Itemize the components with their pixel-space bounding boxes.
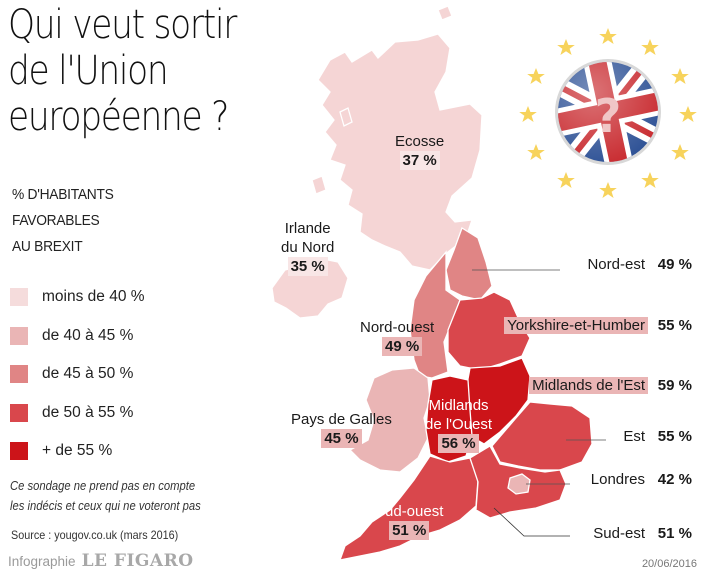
legend-item-50-55: de 50 à 55 %: [10, 394, 145, 433]
label-midlands-ouest: Midlands de l'Ouest 56 %: [425, 397, 493, 453]
label-ecosse: Ecosse 37 %: [395, 133, 445, 170]
union-jack-question-badge-icon: ?: [519, 28, 697, 198]
label-est: Est 55 %: [623, 428, 692, 445]
label-nord-est: Nord-est 49 %: [587, 256, 692, 273]
label-nord-ouest: Nord-ouest 49 %: [360, 319, 435, 356]
region-londres: [507, 473, 531, 495]
region-nord-est: [445, 227, 493, 301]
survey-note: Ce sondage ne prend pas en compte les in…: [10, 479, 201, 513]
label-midlands-est: Midlands de l'Est 59 %: [529, 377, 692, 394]
legend-item-45-50: de 45 à 50 %: [10, 355, 145, 394]
island-shape: [311, 175, 327, 195]
label-yorkshire: Yorkshire-et-Humber 55 %: [504, 317, 692, 334]
legend-item-lt40: moins de 40 %: [10, 278, 145, 317]
legend-swatch: [10, 403, 28, 422]
legend-title: % D'HABITANTS FAVORABLES AU BREXIT: [12, 186, 114, 255]
label-irlande-du-nord: Irlande du Nord 35 %: [281, 220, 335, 276]
legend-swatch: [10, 326, 28, 345]
region-pays-de-galles: [348, 367, 431, 473]
island-shape: [339, 107, 353, 127]
legend-swatch: [10, 365, 28, 384]
legend-label: moins de 40 %: [42, 288, 145, 306]
legend-item-40-45: de 40 à 45 %: [10, 317, 145, 356]
credit: Infographie LE FIGARO: [8, 551, 194, 571]
label-pays-de-galles: Pays de Galles 45 %: [291, 411, 392, 448]
question-mark-icon: ?: [595, 89, 622, 143]
legend-swatch: [10, 288, 28, 307]
legend: moins de 40 % de 40 à 45 % de 45 à 50 % …: [10, 278, 145, 471]
label-londres: Londres 42 %: [590, 471, 692, 488]
legend-label: de 40 à 45 %: [42, 326, 134, 344]
eu-stars-icon: [519, 28, 697, 198]
legend-item-gt55: + de 55 %: [10, 432, 145, 471]
le-figaro-logo: LE FIGARO: [81, 551, 194, 571]
legend-label: + de 55 %: [42, 442, 113, 460]
source-text: Source : yougov.co.uk (mars 2016): [11, 528, 179, 542]
label-sud-ouest: Sud-ouest 51 %: [375, 503, 444, 540]
page-title: Qui veut sortir de l'Union européenne ?: [8, 2, 237, 140]
region-est: [491, 401, 593, 471]
publish-date: 20/06/2016: [641, 558, 697, 570]
legend-label: de 50 à 55 %: [42, 403, 134, 421]
legend-swatch: [10, 442, 28, 461]
leader-line: [493, 507, 570, 537]
legend-label: de 45 à 50 %: [42, 365, 134, 383]
region-yorkshire: [447, 291, 531, 371]
island-shape: [437, 5, 453, 21]
credit-prefix: Infographie: [8, 554, 76, 569]
label-sud-est: Sud-est 51 %: [593, 525, 692, 542]
